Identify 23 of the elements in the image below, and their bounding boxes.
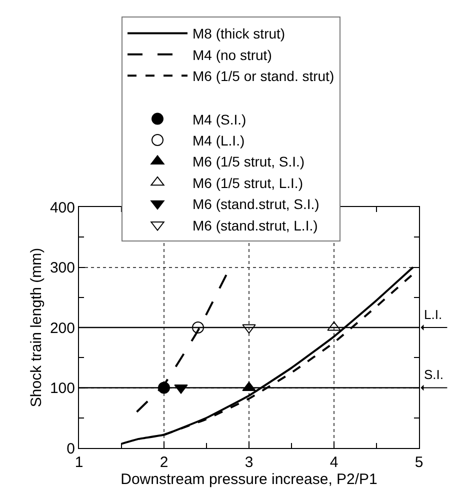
legend-label: M6 (1/5 strut, S.I.)	[192, 154, 305, 170]
y-tick-label: 300	[50, 260, 75, 276]
x-tick-label: 2	[160, 454, 168, 471]
legend-label: M4 (L.I.)	[192, 132, 245, 148]
y-tick-label: 0	[66, 440, 75, 458]
x-tick-label: 3	[244, 454, 254, 471]
y-tick-label: 100	[50, 380, 75, 397]
x-tick-label: 1	[74, 454, 84, 471]
x-tick-label: 5	[414, 454, 424, 471]
x-tick-label: 4	[330, 454, 338, 471]
ref-line-label: S.I.	[424, 367, 444, 382]
legend-label: M4 (S.I.)	[192, 111, 246, 128]
legend-label: M6 (1/5 strut, L.I.)	[192, 174, 303, 191]
y-axis-title: Shock train length (mm)	[28, 248, 46, 408]
x-axis-title: Downstream pressure increase, P2/P1	[120, 471, 378, 488]
legend-label: M8 (thick strut)	[192, 26, 286, 42]
legend-label: M4 (no strut)	[192, 46, 272, 63]
ref-line-label: L.I.	[424, 307, 442, 322]
legend-label: M6 (stand.strut, L.I.)	[192, 217, 318, 234]
y-tick-label: 200	[50, 320, 75, 337]
y-tick-label: 400	[50, 199, 75, 216]
legend-label: M6 (stand.strut, S.I.)	[192, 196, 320, 212]
legend-label: M6 (1/5 or stand. strut)	[192, 68, 334, 84]
